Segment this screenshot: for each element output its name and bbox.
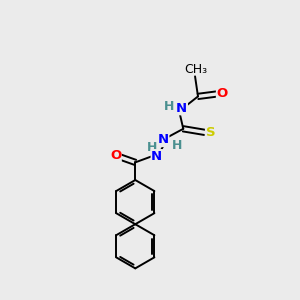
Text: S: S (206, 126, 215, 140)
Text: O: O (110, 149, 121, 162)
Text: O: O (217, 87, 228, 100)
Text: H: H (164, 100, 175, 113)
Text: H: H (147, 141, 157, 154)
Text: N: N (176, 102, 188, 115)
Text: CH₃: CH₃ (184, 63, 207, 76)
Text: H: H (172, 140, 183, 152)
Text: N: N (151, 150, 162, 163)
Text: N: N (158, 134, 169, 146)
